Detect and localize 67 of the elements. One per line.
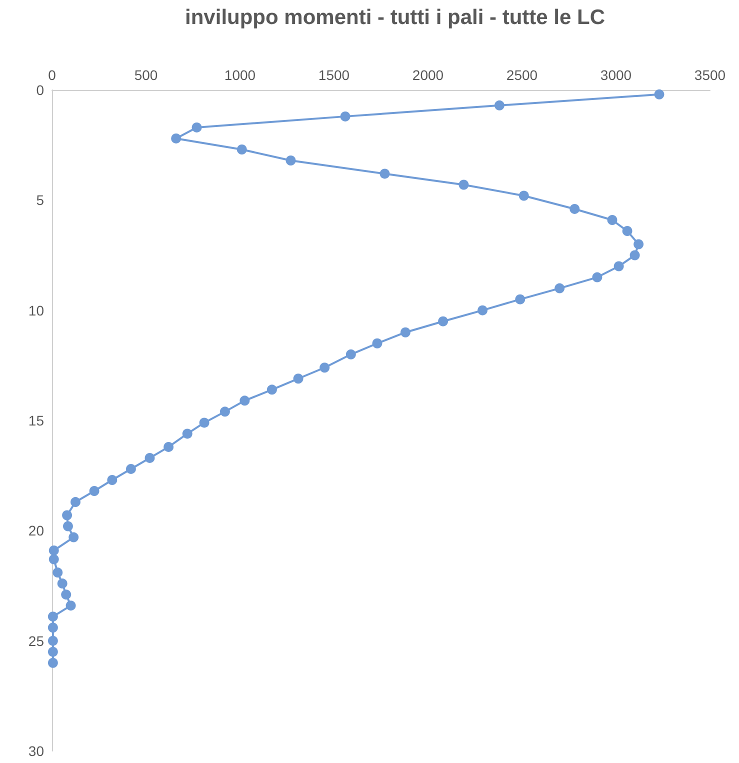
point bbox=[48, 554, 59, 564]
point bbox=[438, 316, 448, 326]
point bbox=[515, 294, 526, 304]
x-tick-label: 0 bbox=[48, 67, 56, 83]
point bbox=[340, 111, 350, 122]
point bbox=[66, 600, 76, 611]
x-tick-label: 500 bbox=[134, 67, 158, 83]
point bbox=[478, 305, 488, 316]
point bbox=[293, 374, 304, 384]
point bbox=[52, 568, 63, 578]
y-tick-label: 0 bbox=[36, 82, 44, 98]
point bbox=[630, 250, 640, 260]
point bbox=[236, 144, 247, 154]
point bbox=[107, 474, 118, 485]
point bbox=[458, 180, 469, 190]
point bbox=[372, 338, 382, 348]
point bbox=[68, 532, 79, 542]
point bbox=[61, 590, 72, 600]
y-tick-label: 20 bbox=[28, 522, 44, 539]
point bbox=[171, 133, 182, 144]
point bbox=[126, 464, 136, 474]
point bbox=[607, 215, 618, 225]
point bbox=[494, 100, 504, 110]
point bbox=[57, 578, 68, 589]
point bbox=[614, 261, 624, 272]
point bbox=[346, 349, 356, 360]
y-tick-label: 10 bbox=[28, 302, 44, 318]
point bbox=[48, 622, 58, 633]
point bbox=[380, 168, 390, 179]
point bbox=[144, 452, 155, 463]
point bbox=[634, 239, 644, 250]
point bbox=[48, 636, 58, 646]
point bbox=[182, 428, 192, 439]
x-tick-label: 2500 bbox=[506, 67, 538, 83]
point bbox=[570, 204, 580, 214]
point bbox=[266, 384, 277, 395]
point bbox=[89, 486, 100, 496]
x-tick-label: 3500 bbox=[694, 67, 726, 83]
x-tick-label: 3000 bbox=[600, 67, 632, 83]
x-tick-label: 1000 bbox=[224, 67, 256, 83]
point bbox=[62, 521, 73, 532]
point bbox=[48, 646, 58, 657]
y-tick-label: 25 bbox=[28, 632, 44, 649]
point bbox=[286, 156, 296, 166]
point bbox=[70, 497, 80, 508]
point bbox=[192, 122, 202, 132]
y-tick-label: 30 bbox=[28, 743, 44, 759]
point bbox=[554, 283, 565, 294]
point bbox=[518, 190, 529, 201]
point bbox=[622, 226, 632, 236]
y-tick-label: 5 bbox=[36, 192, 44, 208]
point bbox=[62, 510, 72, 520]
x-tick-label: 1500 bbox=[318, 67, 350, 83]
y-tick-label: 15 bbox=[28, 412, 44, 428]
point bbox=[240, 396, 250, 406]
point bbox=[320, 362, 330, 373]
point bbox=[164, 442, 174, 452]
x-tick-label: 2000 bbox=[412, 67, 444, 83]
point bbox=[199, 418, 210, 428]
chart-title: inviluppo momenti - tutti i pali - tutte le LC bbox=[185, 6, 605, 29]
point bbox=[654, 89, 664, 100]
point bbox=[400, 327, 410, 338]
point bbox=[220, 406, 230, 417]
point bbox=[592, 272, 602, 282]
point bbox=[48, 658, 58, 668]
point bbox=[48, 612, 58, 622]
point bbox=[48, 546, 59, 556]
